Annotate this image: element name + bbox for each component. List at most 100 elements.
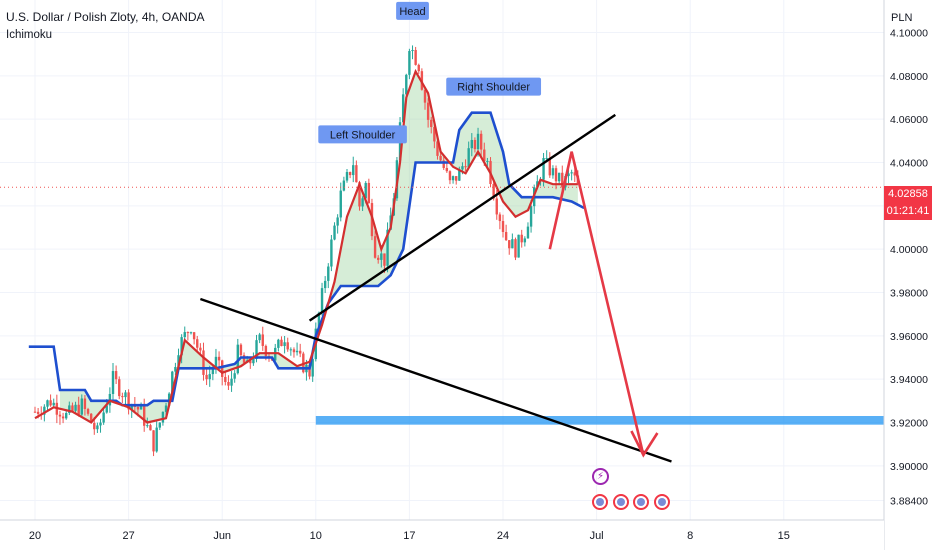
candle-body bbox=[317, 312, 321, 329]
candle-body bbox=[461, 166, 464, 170]
target-arrow-head bbox=[630, 430, 659, 458]
candle-body bbox=[46, 400, 49, 407]
candle-body bbox=[155, 427, 158, 452]
neckline-trendline bbox=[308, 113, 616, 322]
price-tick-label: 4.00000 bbox=[890, 244, 928, 256]
candle-body bbox=[49, 400, 52, 406]
candle-body bbox=[239, 344, 243, 356]
candle-body bbox=[280, 339, 283, 347]
candle-body bbox=[180, 337, 183, 356]
candle-body bbox=[211, 369, 215, 375]
candle-body bbox=[52, 402, 55, 406]
candle-body bbox=[358, 182, 361, 207]
price-tick-label: 4.04000 bbox=[890, 158, 928, 170]
candle-body bbox=[508, 240, 511, 249]
indicator-label[interactable]: Ichimoku bbox=[6, 29, 53, 41]
candle-body bbox=[417, 64, 420, 72]
candle-body bbox=[476, 133, 480, 150]
candle-body bbox=[352, 165, 355, 176]
candle-body bbox=[383, 253, 386, 266]
pattern-label: Right Shoulder bbox=[457, 82, 530, 94]
pattern-label-box bbox=[318, 125, 407, 144]
candle-body bbox=[96, 425, 99, 430]
candle-body bbox=[224, 376, 227, 383]
candle-body bbox=[567, 173, 570, 177]
candle-body bbox=[227, 382, 230, 386]
candle-body bbox=[373, 236, 377, 258]
candle-body bbox=[408, 51, 411, 75]
candle-body bbox=[311, 359, 314, 377]
candle-body bbox=[136, 407, 140, 410]
price-axis-bg bbox=[884, 0, 932, 550]
ichimoku-cloud bbox=[59, 71, 578, 423]
pattern-label: Left Shoulder bbox=[330, 129, 396, 141]
us-flag-event-icon[interactable] bbox=[654, 494, 670, 510]
bar-countdown-tag: 01:21:41 bbox=[884, 203, 932, 220]
candle-body bbox=[114, 371, 118, 380]
candle-body bbox=[146, 425, 149, 427]
candle-body bbox=[501, 221, 505, 233]
candle-body bbox=[93, 422, 96, 430]
candle-body bbox=[561, 172, 564, 188]
candle-body bbox=[118, 379, 121, 397]
candle-body bbox=[99, 422, 102, 426]
pattern-label-box bbox=[446, 77, 542, 96]
candle-body bbox=[164, 405, 168, 412]
candle-body bbox=[71, 405, 74, 411]
candle-body bbox=[342, 180, 346, 191]
candle-body bbox=[511, 239, 514, 249]
candle-body bbox=[445, 167, 449, 172]
candle-body bbox=[258, 334, 261, 341]
currency-label[interactable]: PLN bbox=[891, 12, 913, 24]
candle-body bbox=[217, 356, 221, 361]
time-tick-label: 10 bbox=[310, 530, 322, 542]
time-tick-label: 20 bbox=[29, 530, 41, 542]
candle-body bbox=[545, 157, 548, 159]
candle-body bbox=[299, 350, 302, 354]
candle-body bbox=[551, 168, 555, 176]
candle-body bbox=[333, 225, 336, 240]
price-tick-label: 3.90000 bbox=[890, 461, 928, 473]
candle-body bbox=[221, 360, 224, 377]
candle-body bbox=[327, 266, 330, 281]
candle-body bbox=[149, 425, 152, 431]
us-flag-event-icon[interactable] bbox=[613, 494, 629, 510]
candle-body bbox=[124, 392, 127, 398]
price-tick-label: 3.96000 bbox=[890, 331, 928, 343]
symbol-title: U.S. Dollar / Polish Zloty, 4h, OANDA bbox=[6, 10, 205, 24]
candle-body bbox=[283, 342, 286, 347]
candle-body bbox=[320, 288, 324, 313]
candle-body bbox=[174, 366, 177, 372]
candle-body bbox=[495, 198, 498, 215]
candle-body bbox=[411, 49, 414, 52]
lightning-icon[interactable]: ⚡ bbox=[592, 468, 609, 485]
candle-body bbox=[83, 398, 87, 410]
candle-body bbox=[557, 172, 561, 182]
candle-body bbox=[277, 339, 280, 348]
candle-body bbox=[570, 172, 573, 174]
candle-body bbox=[439, 155, 442, 161]
us-flag-event-icon[interactable] bbox=[592, 494, 608, 510]
candle-body bbox=[295, 350, 299, 353]
candle-body bbox=[517, 234, 520, 258]
candle-body bbox=[43, 406, 46, 415]
candle-body bbox=[380, 253, 383, 260]
price-tick-label: 3.94000 bbox=[890, 374, 928, 386]
candle-body bbox=[433, 127, 436, 142]
candle-body bbox=[355, 165, 358, 183]
candle-body bbox=[105, 405, 108, 413]
candle-body bbox=[554, 168, 558, 182]
candle-body bbox=[230, 378, 233, 386]
candle-body bbox=[196, 339, 199, 348]
candle-body bbox=[127, 392, 130, 410]
candle-body bbox=[336, 217, 339, 226]
candle-body bbox=[367, 182, 371, 204]
candle-body bbox=[86, 409, 90, 414]
candle-body bbox=[458, 169, 461, 181]
candle-body bbox=[339, 190, 342, 218]
candle-body bbox=[536, 181, 539, 188]
us-flag-event-icon[interactable] bbox=[633, 494, 649, 510]
candle-body bbox=[252, 358, 255, 364]
candle-body bbox=[161, 411, 165, 423]
